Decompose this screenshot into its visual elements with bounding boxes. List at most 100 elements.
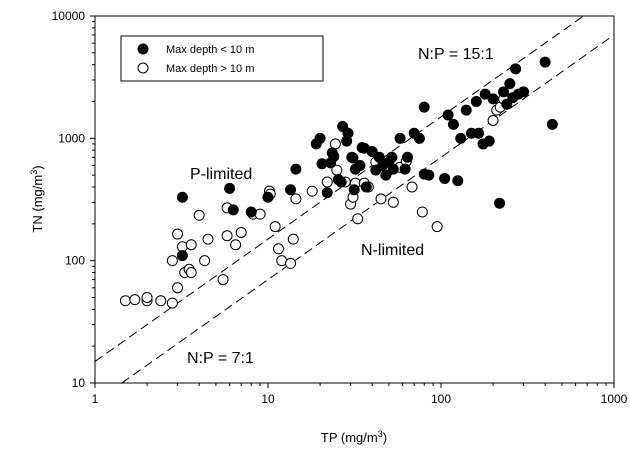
data-point-deep xyxy=(321,176,333,188)
data-point-shallow xyxy=(394,132,406,144)
x-axis-ticks: 1 10 100 1000 xyxy=(92,383,628,406)
data-point-shallow xyxy=(423,169,435,181)
data-point-deep xyxy=(199,255,211,267)
data-point-shallow xyxy=(348,184,360,196)
data-point-deep xyxy=(375,193,387,205)
legend-marker-deep xyxy=(137,62,149,74)
data-point-deep xyxy=(487,114,499,126)
data-point-shallow xyxy=(504,78,516,90)
data-point-deep xyxy=(217,274,229,286)
y-axis-title: TN (mg/m3) xyxy=(29,165,45,232)
data-point-shallow xyxy=(328,151,340,163)
data-point-shallow xyxy=(442,109,454,121)
data-point-shallow xyxy=(224,182,236,194)
data-point-shallow xyxy=(498,86,510,98)
legend-marker-shallow xyxy=(137,43,149,55)
data-point-deep xyxy=(221,230,233,242)
data-point-deep xyxy=(387,196,399,208)
p-limited-label: P-limited xyxy=(190,166,252,183)
data-point-deep xyxy=(273,243,285,255)
data-point-deep xyxy=(193,209,205,221)
legend-label-deep: Max depth > 10 m xyxy=(166,63,254,75)
data-point-shallow xyxy=(314,132,326,144)
data-point-deep xyxy=(254,208,266,220)
data-point-shallow xyxy=(354,159,366,171)
data-point-deep xyxy=(285,257,297,269)
reference-line xyxy=(121,34,615,384)
data-point-shallow xyxy=(483,135,495,147)
data-point-deep xyxy=(172,282,184,294)
data-point-shallow xyxy=(387,163,399,175)
data-point-shallow xyxy=(399,163,411,175)
data-point-deep xyxy=(166,297,178,309)
n-limited-label: N-limited xyxy=(361,242,424,259)
data-point-shallow xyxy=(413,132,425,144)
y-tick-label: 10 xyxy=(72,376,86,390)
x-axis-title-suffix: ) xyxy=(383,430,387,445)
data-point-shallow xyxy=(245,206,257,218)
data-point-deep xyxy=(290,193,302,205)
data-point-deep xyxy=(166,255,178,267)
data-point-shallow xyxy=(452,175,464,187)
legend-label-shallow: Max depth < 10 m xyxy=(166,44,254,56)
y-axis-title-superscript: 3 xyxy=(29,170,39,175)
data-point-shallow xyxy=(546,118,558,130)
data-point-shallow xyxy=(360,181,372,193)
x-tick-label: 10 xyxy=(261,392,275,406)
legend-box xyxy=(120,35,324,82)
data-point-shallow xyxy=(487,93,499,105)
data-point-shallow xyxy=(455,132,467,144)
data-point-shallow xyxy=(347,152,359,164)
x-tick-label: 1000 xyxy=(601,392,628,406)
data-points xyxy=(119,56,558,309)
data-point-shallow xyxy=(262,191,274,203)
data-point-deep xyxy=(141,291,153,303)
data-point-shallow xyxy=(439,172,451,184)
data-point-shallow xyxy=(380,169,392,181)
data-point-shallow xyxy=(366,146,378,158)
data-point-shallow xyxy=(460,104,472,116)
data-point-deep xyxy=(185,239,197,251)
x-tick-label: 1 xyxy=(92,392,99,406)
data-point-deep xyxy=(172,228,184,240)
y-axis-title-main: TN (mg/m xyxy=(30,175,45,233)
data-point-shallow xyxy=(447,118,459,130)
data-point-shallow xyxy=(321,187,333,199)
x-tick-label: 100 xyxy=(431,392,451,406)
x-axis-title-main: TP (mg/m xyxy=(321,430,378,445)
data-point-deep xyxy=(431,221,443,233)
data-point-deep xyxy=(406,181,418,193)
data-point-shallow xyxy=(539,56,551,68)
data-point-deep xyxy=(269,221,281,233)
data-point-deep xyxy=(129,294,141,306)
data-point-deep xyxy=(202,233,214,245)
legend: Max depth < 10 m Max depth > 10 m xyxy=(120,35,324,82)
data-point-deep xyxy=(306,185,318,197)
ratio-7-label: N:P = 7:1 xyxy=(187,350,254,367)
data-point-shallow xyxy=(386,151,398,163)
data-point-shallow xyxy=(401,151,413,163)
data-point-shallow xyxy=(227,204,239,216)
y-axis-ticks: 10 100 1000 10000 xyxy=(52,9,95,390)
data-point-shallow xyxy=(494,197,506,209)
data-point-deep xyxy=(119,295,131,307)
y-tick-label: 10000 xyxy=(52,9,86,23)
data-point-deep xyxy=(287,233,299,245)
data-point-shallow xyxy=(470,96,482,108)
y-tick-label: 1000 xyxy=(58,131,85,145)
x-axis-title-superscript: 3 xyxy=(378,429,383,439)
data-point-deep xyxy=(416,206,428,218)
data-point-deep xyxy=(235,226,247,238)
data-point-shallow xyxy=(176,191,188,203)
data-point-shallow xyxy=(285,184,297,196)
data-point-shallow xyxy=(342,127,354,139)
data-point-shallow xyxy=(418,101,430,113)
data-point-deep xyxy=(155,295,167,307)
data-point-shallow xyxy=(176,250,188,262)
ratio-15-label: N:P = 15:1 xyxy=(418,46,494,63)
data-point-shallow xyxy=(335,176,347,188)
plot-frame xyxy=(94,15,615,384)
data-point-shallow xyxy=(290,163,302,175)
data-point-deep xyxy=(230,239,242,251)
